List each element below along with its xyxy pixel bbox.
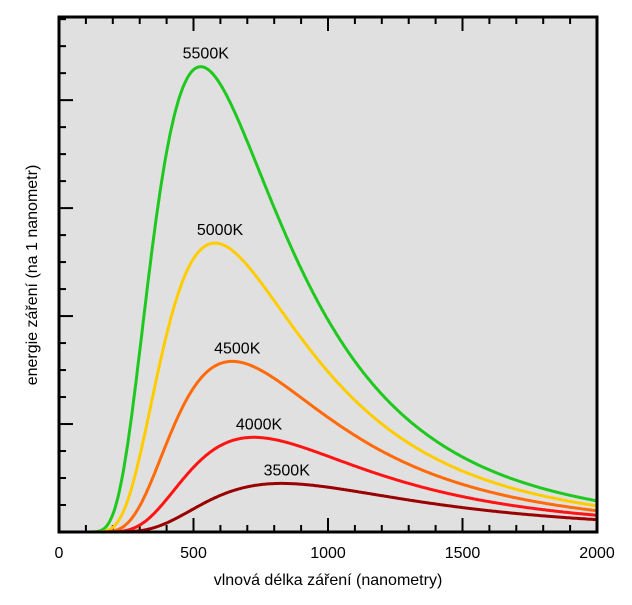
curves <box>69 65 598 534</box>
x-tick-label: 1000 <box>310 545 346 562</box>
curve-labels: 5500K 5000K 4500K 4000K 3500K <box>183 46 311 480</box>
plot-frame <box>57 15 599 534</box>
x-axis-label: vlnová délka záření (nanometry) <box>214 572 443 589</box>
curve-label-4500K: 4500K <box>214 340 261 357</box>
x-tick-label: 0 <box>55 545 64 562</box>
x-tick-labels: 0 500 1000 1500 2000 <box>55 545 615 562</box>
curve-label-3500K: 3500K <box>264 462 311 479</box>
curve-label-4000K: 4000K <box>236 416 283 433</box>
curve-label-5500K: 5500K <box>183 46 230 63</box>
y-axis-label: energie záření (na 1 nanometr) <box>24 165 41 386</box>
x-tick-label: 1500 <box>445 545 481 562</box>
curve-5000K <box>69 241 598 534</box>
curve-4000K <box>69 435 598 534</box>
curve-label-5000K: 5000K <box>197 222 244 239</box>
x-tick-label: 500 <box>180 545 207 562</box>
x-tick-label: 2000 <box>579 545 615 562</box>
curve-3500K <box>69 481 598 534</box>
curve-4500K <box>69 359 598 534</box>
curve-5500K <box>69 65 598 534</box>
